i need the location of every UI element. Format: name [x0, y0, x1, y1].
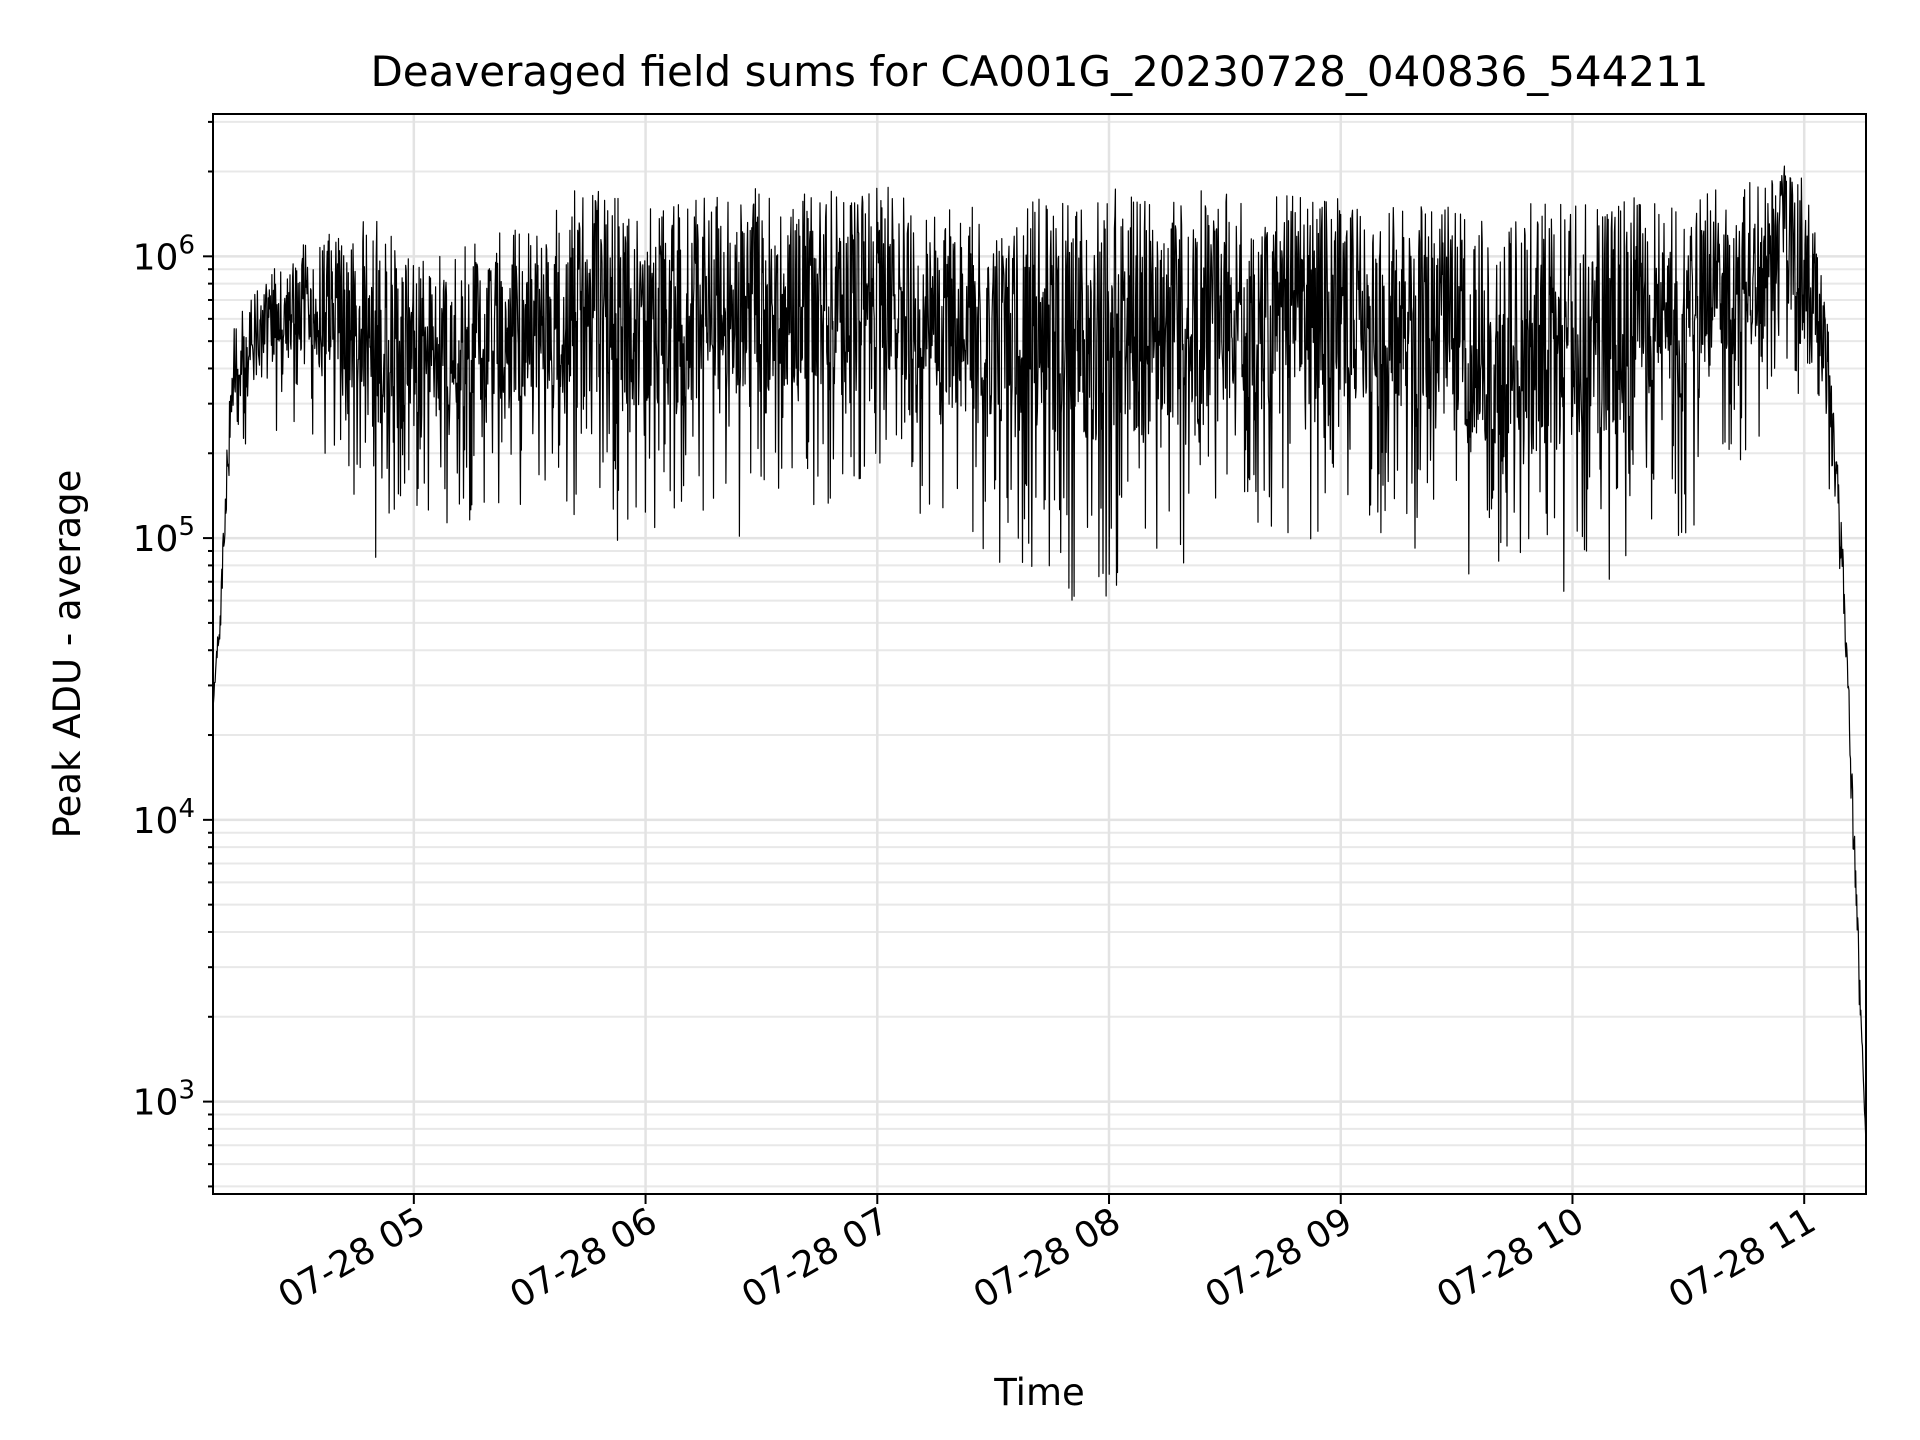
- series-layer: [212, 165, 1867, 1146]
- y-tick-label: 105: [133, 512, 195, 560]
- y-axis-label: Peak ADU - average: [46, 470, 89, 839]
- y-tick-label-exponent: 5: [178, 512, 195, 542]
- y-tick-label-exponent: 6: [178, 230, 195, 260]
- y-tick-label: 103: [133, 1076, 195, 1124]
- x-axis-label: Time: [993, 1371, 1085, 1414]
- data-series-line: [212, 165, 1867, 1146]
- y-tick-label: 106: [133, 230, 195, 278]
- y-tick-label: 104: [133, 794, 195, 842]
- plot-frame: [212, 113, 1867, 1195]
- y-tick-label-exponent: 3: [178, 1076, 195, 1106]
- y-tick-label-base: 10: [133, 237, 179, 278]
- y-tick-label-base: 10: [133, 801, 179, 842]
- y-tick-label-base: 10: [133, 519, 179, 560]
- y-tick-label-base: 10: [133, 1083, 179, 1124]
- y-tick-label-exponent: 4: [178, 794, 195, 824]
- chart-title: Deaveraged field sums for CA001G_2023072…: [370, 47, 1708, 96]
